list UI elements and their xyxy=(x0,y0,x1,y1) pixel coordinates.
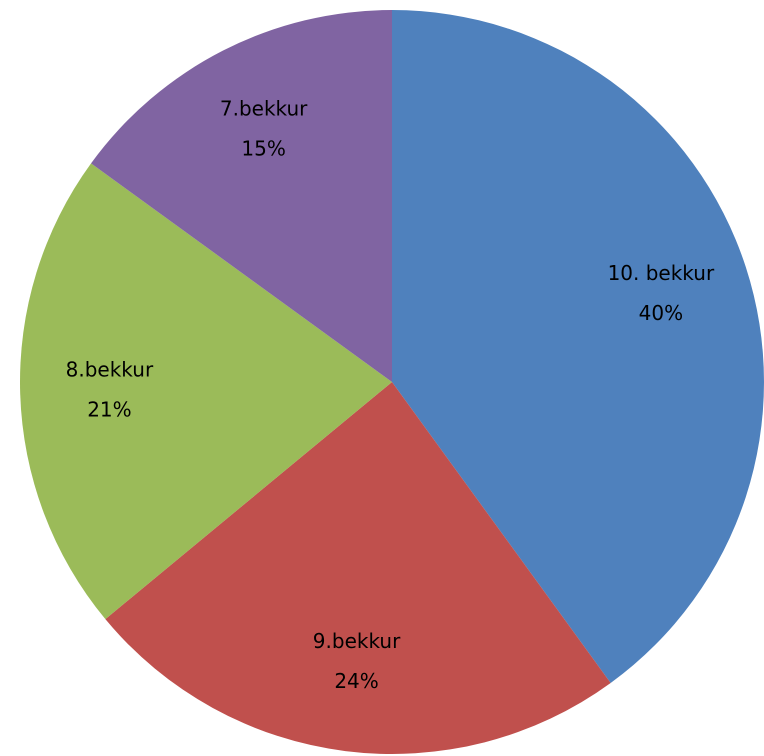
slice-value-label: 24% xyxy=(334,669,378,693)
slice-label: 8.bekkur xyxy=(66,357,154,381)
slice-value-label: 40% xyxy=(639,301,683,325)
pie-slice xyxy=(392,10,764,683)
slice-label: 9.bekkur xyxy=(313,629,401,653)
slice-value-label: 21% xyxy=(87,397,131,421)
slice-label: 7.bekkur xyxy=(220,97,308,121)
pie-slice xyxy=(105,382,611,754)
slice-value-label: 15% xyxy=(241,137,285,161)
pie-slice xyxy=(91,9,392,382)
slice-label: 10. bekkur xyxy=(608,261,715,285)
pie-slice xyxy=(20,163,392,620)
